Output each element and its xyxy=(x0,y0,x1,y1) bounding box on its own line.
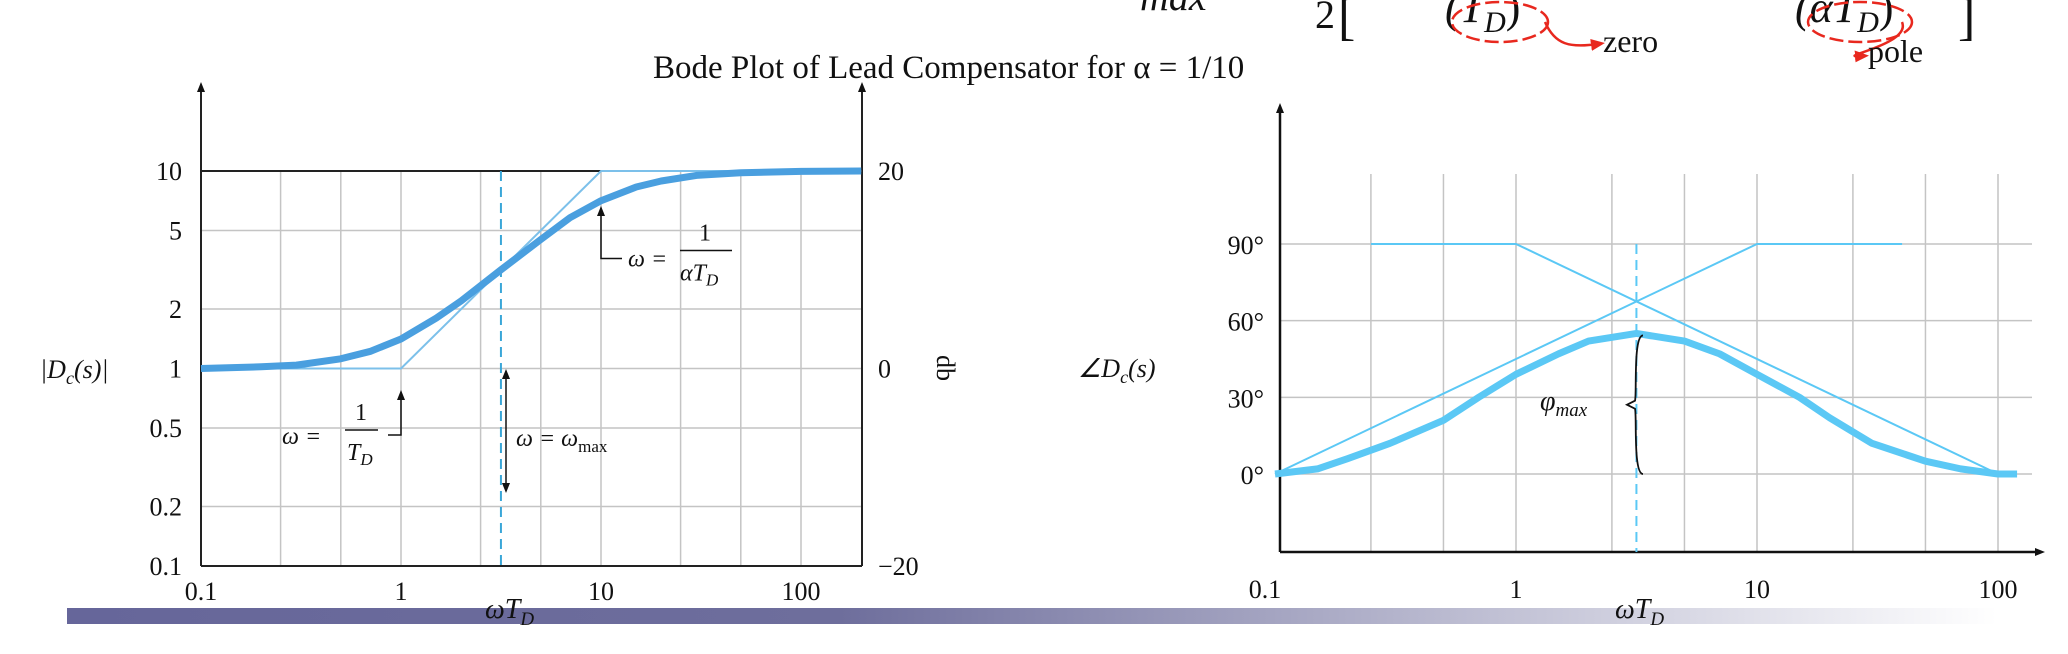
y-tick-label: 90° xyxy=(1228,231,1264,260)
y-axis-label: ∠Dc(s) xyxy=(1078,354,1156,387)
y-tick-label: 30° xyxy=(1228,384,1264,413)
y-tick-label: 5 xyxy=(169,216,182,245)
eq-rbracket: ] xyxy=(1958,0,1975,46)
eq-lbracket: [ xyxy=(1338,0,1355,46)
zero-annotation-eq: ω = xyxy=(282,424,321,450)
y-tick-label: 0.2 xyxy=(150,493,183,522)
x-tick-label: 1 xyxy=(395,577,408,606)
x-tick-label: 100 xyxy=(782,577,821,606)
y-tick-label: 60° xyxy=(1228,308,1264,337)
pole-callout-label: pole xyxy=(1868,33,1923,69)
zero-callout-arrow xyxy=(1543,21,1605,51)
magnitude-plot: 0.1 0.2 0.5 1 2 5 10 −20 0 20 0.1 1 10 100 db |Dc(s)| ωT… xyxy=(40,82,960,630)
zero-highlight xyxy=(1450,0,1550,44)
x-tick-label: 1 xyxy=(1510,575,1523,604)
eq-zero-term: (TD) xyxy=(1445,0,1520,39)
right-y-axis-label: db xyxy=(931,355,960,381)
y-tick-label: 1 xyxy=(169,355,182,384)
pole-annotation-eq: ω = xyxy=(628,246,667,272)
omega-max-annotation: ω = ωmax xyxy=(516,426,608,456)
eq-two: 2 xyxy=(1315,0,1335,37)
pole-annotation-num: 1 xyxy=(699,220,711,246)
phase-plot: 0° 30° 60° 90° 0.1 1 10 100 ∠Dc(s) ωTD φmax xyxy=(1078,103,2045,630)
zero-phase-asymptote xyxy=(1274,242,1903,475)
phase-curve xyxy=(1274,329,2018,478)
pole-annotation-arrow xyxy=(597,206,622,260)
zero-callout-label: zero xyxy=(1603,23,1658,59)
pole-callout-arrow xyxy=(1853,21,1904,63)
x-tick-label: 10 xyxy=(1744,575,1770,604)
slide-bottom-bar xyxy=(67,608,1997,624)
equation-fragment: max 2 [ (TD) (αTD) ] zero pole xyxy=(1140,0,1975,69)
x-axis-label: ωTD xyxy=(1615,594,1664,630)
y-tick-label: 10 xyxy=(156,157,182,186)
zero-annotation-den: TD xyxy=(347,440,373,469)
pole-phase-asymptote xyxy=(1370,242,1999,475)
y-axis-label: |Dc(s)| xyxy=(40,355,109,388)
right-y-tick-label: 0 xyxy=(878,355,891,384)
phi-max-label: φmax xyxy=(1540,386,1588,421)
zero-annotation-arrow xyxy=(388,390,405,436)
zero-annotation-num: 1 xyxy=(355,400,367,426)
y-tick-label: 0.5 xyxy=(150,414,183,443)
x-tick-label: 100 xyxy=(1979,575,2018,604)
eq-max: max xyxy=(1140,0,1207,19)
y-tick-label: 0.1 xyxy=(150,552,183,581)
pole-highlight xyxy=(1806,0,1914,44)
y-tick-label: 2 xyxy=(169,295,182,324)
pole-annotation-den: αTD xyxy=(680,260,719,289)
phi-max-brace xyxy=(1624,334,1644,475)
x-tick-label: 0.1 xyxy=(1249,575,1282,604)
y-tick-label: 0° xyxy=(1241,461,1264,490)
x-tick-label: 10 xyxy=(588,577,614,606)
x-axis-label: ωTD xyxy=(485,594,534,630)
right-y-tick-label: −20 xyxy=(878,552,919,581)
chart-title: Bode Plot of Lead Compensator for α = 1/… xyxy=(653,50,1244,86)
magnitude-asymptote xyxy=(201,170,862,370)
magnitude-curve xyxy=(200,167,862,372)
x-tick-label: 0.1 xyxy=(185,577,218,606)
right-y-tick-label: 20 xyxy=(878,157,904,186)
